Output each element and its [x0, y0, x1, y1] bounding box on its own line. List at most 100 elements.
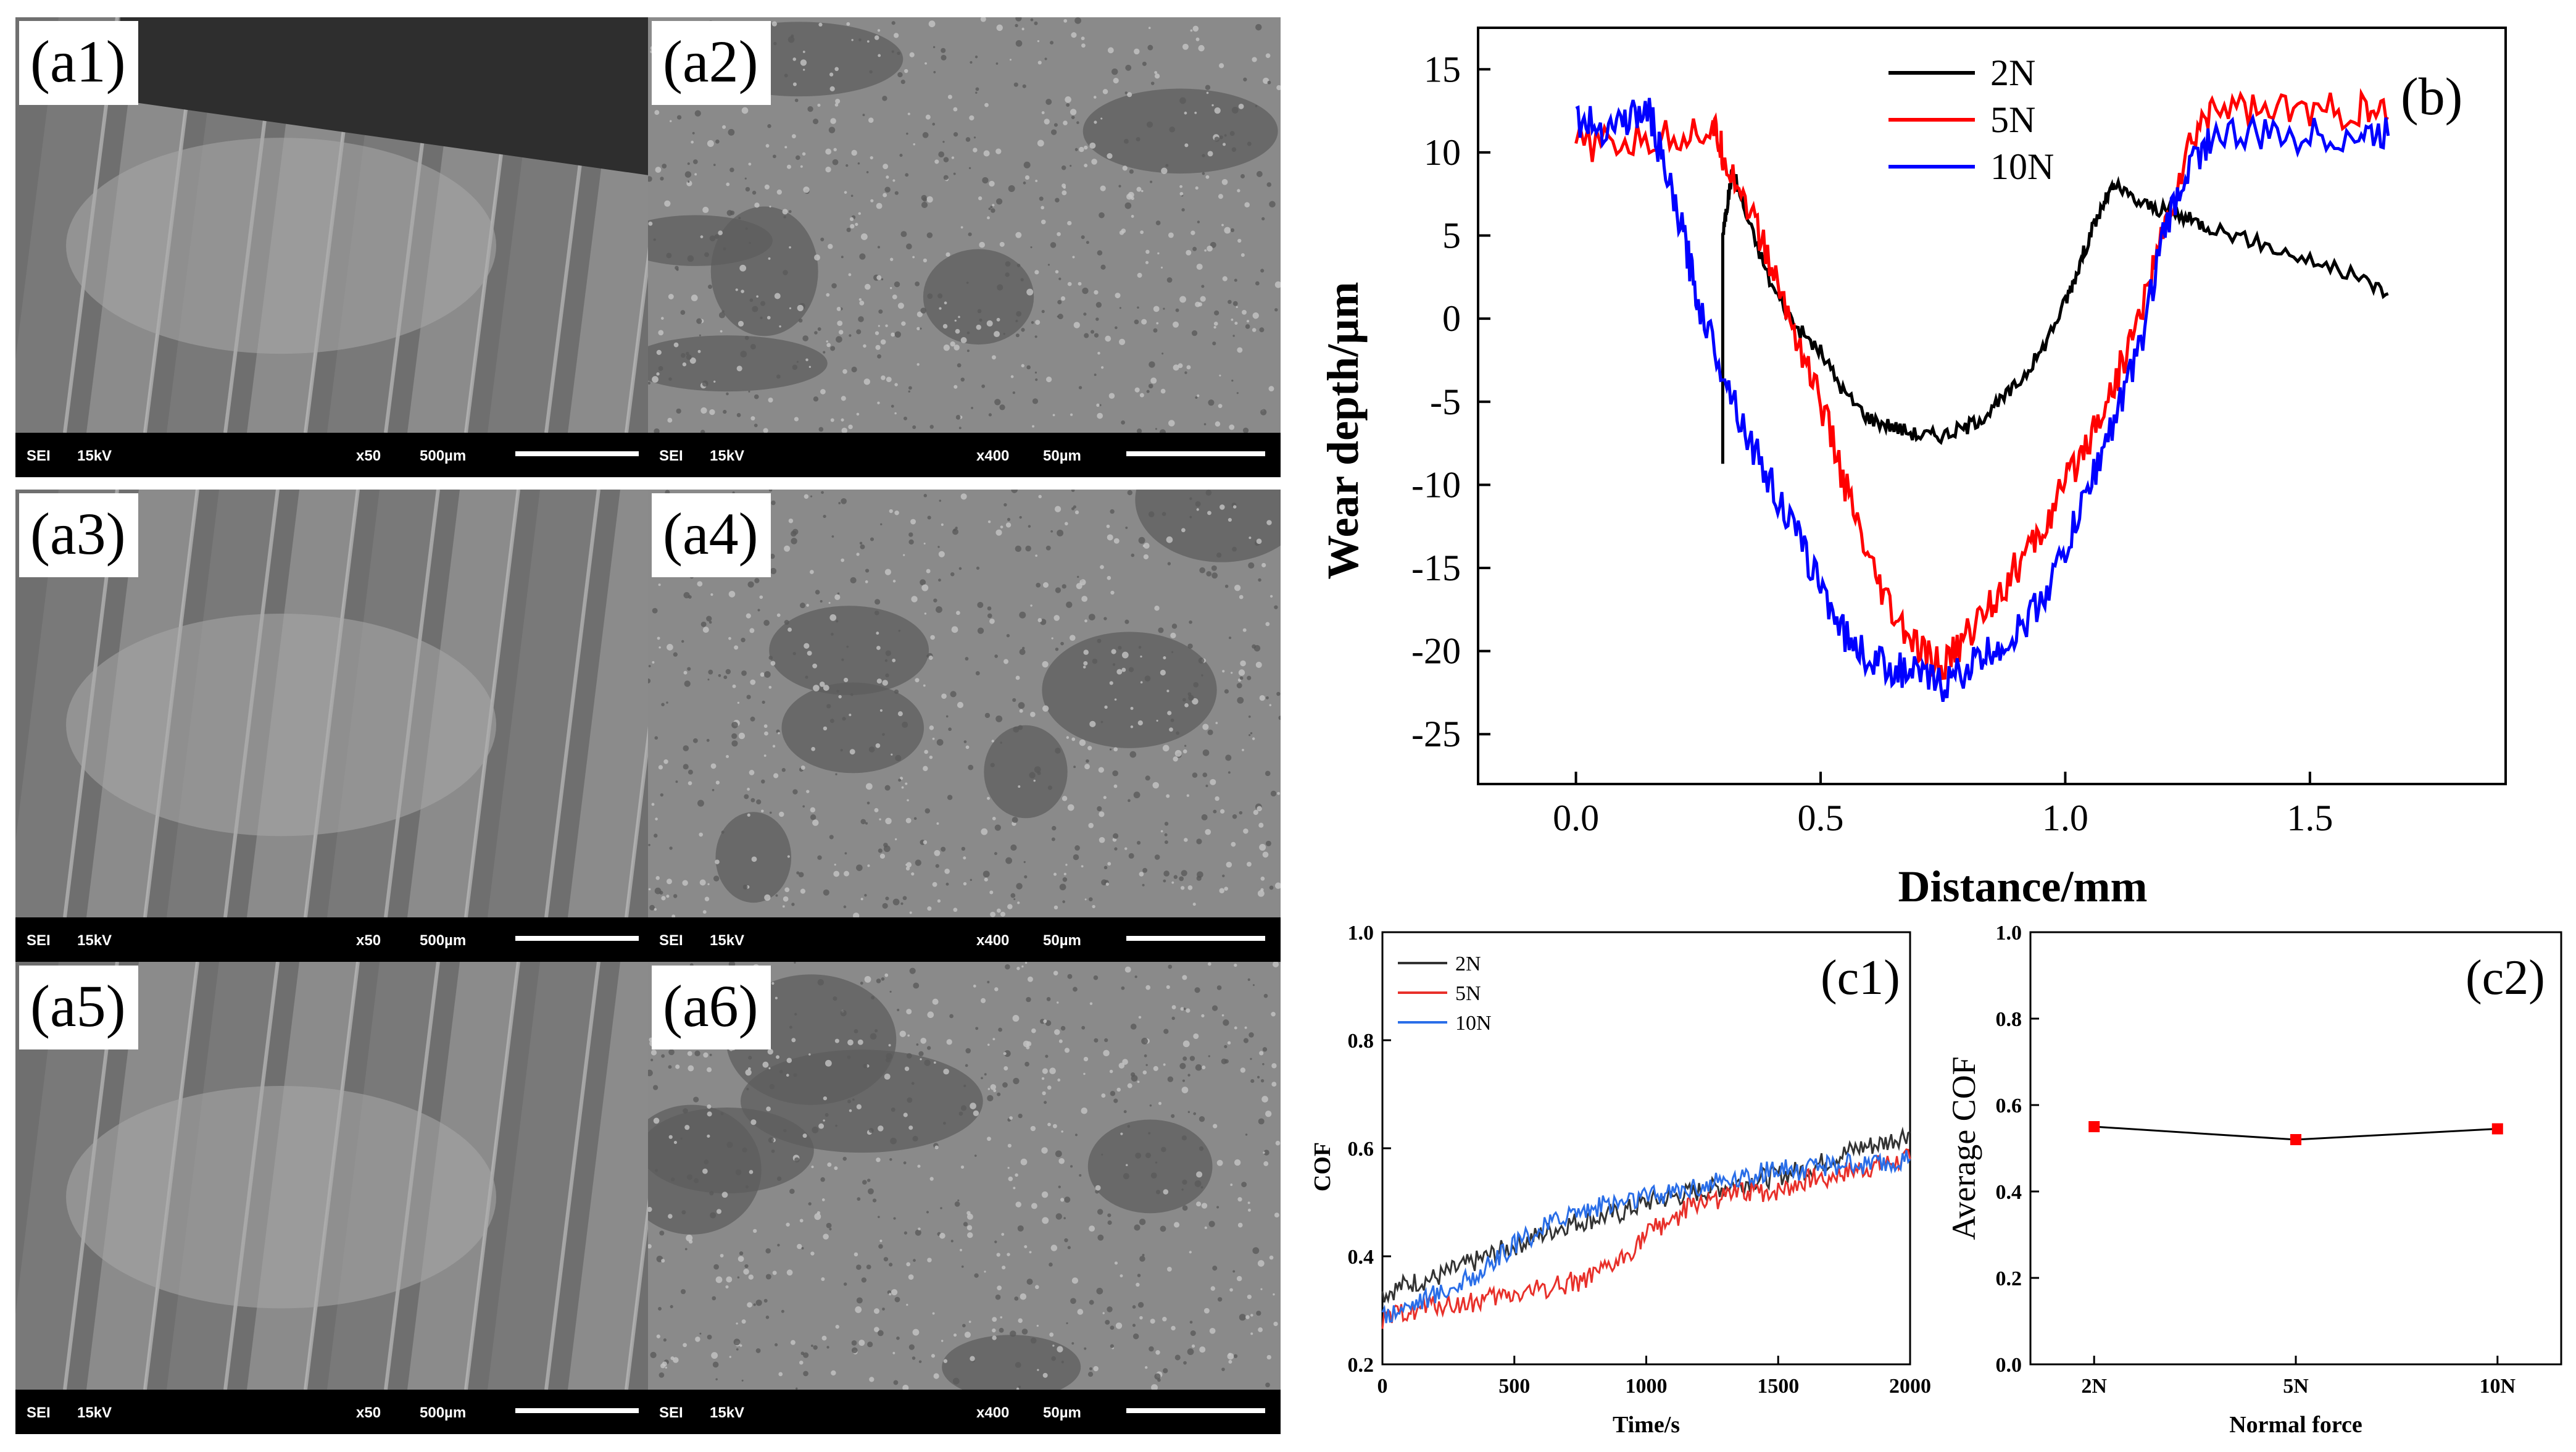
- debris-particle: [911, 596, 918, 603]
- sem-texture: [15, 17, 648, 433]
- debris-particle: [892, 179, 895, 182]
- debris-particle: [738, 732, 746, 740]
- debris-particle: [1192, 698, 1199, 705]
- debris-particle: [1229, 424, 1235, 430]
- debris-particle: [965, 745, 970, 749]
- debris-particle: [747, 788, 750, 791]
- debris-particle: [1013, 1077, 1020, 1085]
- debris-particle: [899, 1030, 907, 1037]
- debris-particle: [1163, 1028, 1169, 1034]
- debris-particle: [1020, 1158, 1028, 1166]
- panel-label-c2: (c2): [2466, 951, 2545, 1005]
- debris-particle: [951, 626, 958, 633]
- debris-particle: [945, 882, 949, 886]
- debris-particle: [890, 257, 894, 261]
- debris-particle: [1191, 330, 1198, 336]
- debris-particle: [933, 71, 936, 73]
- debris-particle: [768, 1137, 775, 1143]
- debris-particle: [1257, 1260, 1265, 1267]
- debris-particle: [792, 364, 798, 370]
- debris-particle: [973, 136, 976, 139]
- debris-particle: [1199, 1346, 1206, 1353]
- debris-particle: [1252, 57, 1257, 62]
- debris-particle: [692, 131, 695, 135]
- debris-particle: [932, 737, 935, 740]
- debris-particle: [1181, 870, 1187, 877]
- debris-particle: [648, 678, 651, 683]
- debris-particle: [908, 390, 910, 393]
- debris-particle: [833, 996, 837, 1001]
- debris-particle: [823, 1119, 825, 1122]
- debris-particle: [736, 365, 742, 372]
- debris-particle: [708, 669, 713, 675]
- debris-particle: [854, 1252, 858, 1257]
- x-tick-label: 0.5: [1798, 798, 1844, 838]
- debris-particle: [736, 1348, 739, 1351]
- debris-particle: [851, 39, 854, 41]
- debris-particle: [1047, 1122, 1051, 1127]
- debris-particle: [933, 598, 937, 603]
- dark-patch: [1087, 1119, 1213, 1214]
- debris-particle: [1269, 885, 1274, 890]
- debris-particle: [749, 770, 755, 775]
- debris-particle: [987, 796, 991, 800]
- debris-particle: [648, 843, 650, 846]
- debris-particle: [1062, 584, 1066, 589]
- debris-particle: [1024, 875, 1028, 878]
- debris-particle: [1013, 1187, 1016, 1190]
- debris-particle: [1023, 1040, 1030, 1048]
- debris-particle: [1277, 791, 1281, 795]
- debris-particle: [920, 327, 922, 330]
- debris-particle: [1042, 661, 1049, 668]
- debris-particle: [913, 817, 917, 820]
- debris-particle: [1236, 392, 1239, 394]
- debris-particle: [1202, 1065, 1206, 1070]
- debris-particle: [1248, 716, 1251, 718]
- debris-particle: [830, 418, 834, 422]
- debris-particle: [977, 627, 984, 634]
- debris-particle: [1007, 517, 1011, 521]
- debris-particle: [987, 1043, 990, 1046]
- debris-particle: [965, 1064, 968, 1067]
- debris-particle: [1021, 965, 1024, 968]
- debris-particle: [1005, 261, 1011, 267]
- debris-particle: [826, 293, 830, 297]
- debris-particle: [767, 315, 771, 320]
- debris-particle: [1216, 1159, 1223, 1166]
- debris-particle: [908, 1274, 914, 1280]
- debris-particle: [1155, 1350, 1160, 1355]
- debris-particle: [850, 194, 854, 197]
- debris-particle: [878, 1244, 883, 1249]
- debris-particle: [1149, 361, 1155, 368]
- debris-particle: [973, 148, 978, 152]
- debris-particle: [680, 1289, 686, 1295]
- debris-particle: [1050, 242, 1057, 248]
- debris-particle: [838, 330, 844, 335]
- debris-particle: [1021, 1329, 1028, 1335]
- debris-particle: [947, 795, 953, 800]
- debris-particle: [1189, 1321, 1193, 1324]
- debris-particle: [958, 427, 962, 430]
- debris-particle: [1105, 1319, 1110, 1325]
- debris-particle: [831, 1370, 836, 1376]
- debris-particle: [884, 973, 889, 977]
- debris-particle: [1062, 900, 1065, 903]
- debris-particle: [1097, 412, 1103, 419]
- debris-particle: [941, 523, 944, 526]
- debris-particle: [650, 1049, 657, 1056]
- plot-frame: [1477, 27, 2507, 785]
- debris-particle: [958, 567, 962, 570]
- debris-particle: [1213, 321, 1218, 326]
- debris-particle: [873, 1308, 879, 1314]
- debris-particle: [926, 196, 933, 203]
- debris-particle: [1058, 1158, 1065, 1164]
- debris-particle: [1124, 202, 1132, 209]
- debris-particle: [760, 316, 763, 320]
- debris-particle: [992, 204, 995, 207]
- debris-particle: [1265, 53, 1271, 59]
- debris-particle: [979, 241, 985, 248]
- debris-particle: [1219, 374, 1221, 377]
- debris-particle: [954, 319, 957, 322]
- debris-particle: [911, 1082, 915, 1085]
- debris-particle: [1034, 1285, 1039, 1290]
